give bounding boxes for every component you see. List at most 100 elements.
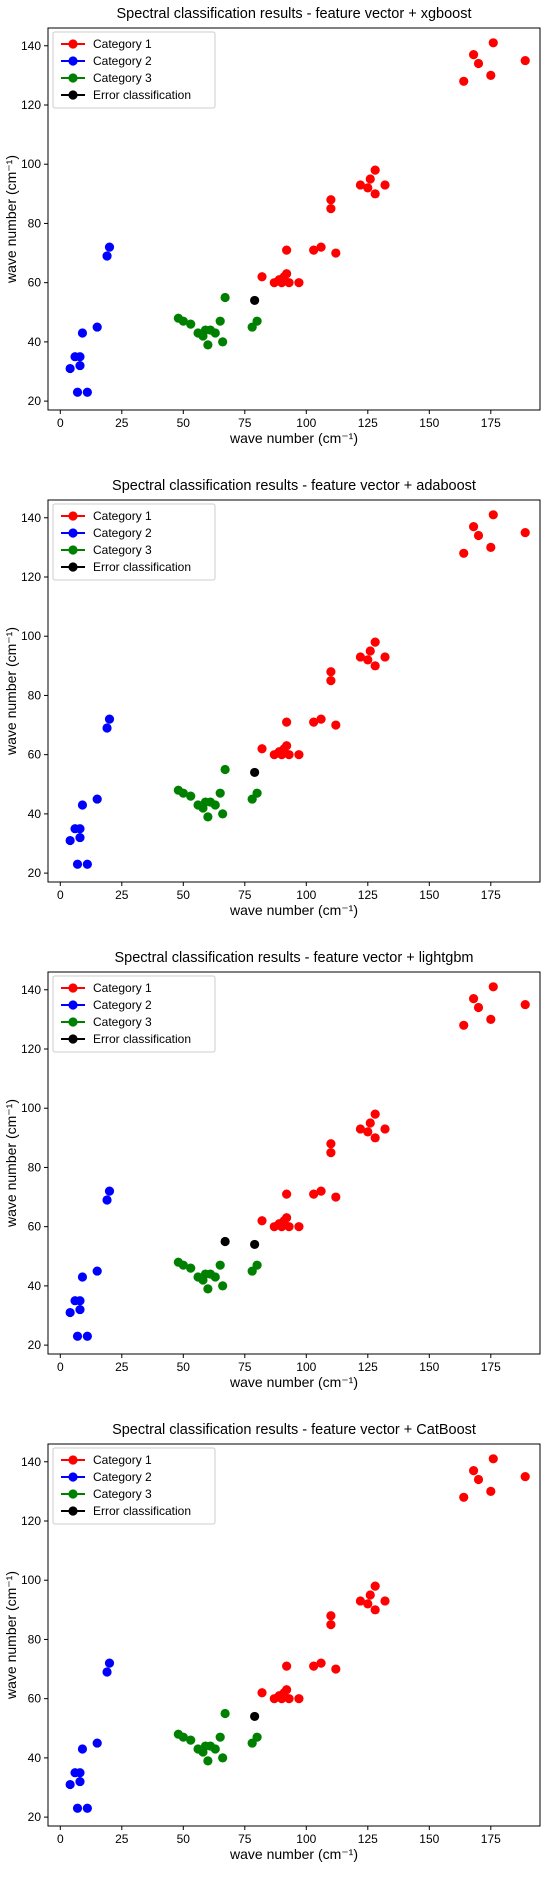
plot-frame (47, 971, 541, 1355)
x-tick-label: 100 (296, 416, 316, 430)
data-point (486, 1014, 496, 1024)
data-point (380, 652, 390, 662)
data-point (380, 1596, 390, 1606)
x-tick-label: 150 (419, 888, 439, 902)
data-point (326, 667, 336, 677)
data-point (316, 714, 326, 724)
x-tick-label: 75 (238, 888, 252, 902)
y-tick-label: 20 (28, 866, 42, 880)
data-point (363, 1599, 373, 1609)
data-point (250, 767, 260, 778)
legend-marker (68, 56, 78, 66)
y-tick-label: 120 (21, 1042, 41, 1056)
legend-label: Category 2 (93, 1470, 152, 1484)
data-point (92, 1738, 102, 1748)
x-tick-label: 25 (115, 1360, 129, 1374)
data-point (215, 1732, 225, 1742)
scatter-chart-xgboost: Spectral classification results - featur… (3, 6, 541, 446)
data-point (355, 1596, 366, 1606)
chart-title: Spectral classification results - featur… (114, 950, 473, 966)
legend-label: Category 3 (93, 71, 152, 85)
x-tick-label: 100 (296, 888, 316, 902)
data-point (468, 1466, 479, 1476)
data-point (468, 522, 479, 532)
data-point (77, 800, 88, 810)
data-point (294, 750, 304, 760)
data-point (294, 1222, 304, 1232)
legend-marker (68, 1506, 78, 1516)
data-point (326, 1620, 336, 1630)
data-point (282, 245, 292, 255)
legend-marker (68, 73, 78, 83)
data-point (326, 195, 336, 205)
data-point (309, 1189, 319, 1199)
legend-label: Category 2 (93, 54, 152, 68)
data-point (282, 741, 292, 751)
data-point (284, 1694, 294, 1704)
legend-marker (68, 528, 78, 538)
series-error-classification (250, 767, 260, 778)
data-point (326, 1611, 336, 1621)
data-point (282, 1213, 292, 1223)
data-point (210, 800, 220, 810)
legend-marker (68, 1000, 78, 1010)
legend: Category 1 Category 2 Category 3 Error clas… (52, 31, 216, 109)
y-tick-label: 20 (28, 1338, 42, 1352)
series-category-1 (257, 510, 530, 760)
series-error-classification (250, 295, 260, 306)
data-point (186, 319, 196, 329)
data-point (365, 1118, 375, 1128)
legend-label: Category 1 (93, 37, 152, 51)
data-point (316, 242, 326, 252)
y-tick-label: 20 (28, 394, 42, 408)
chart-title: Spectral classification results - featur… (116, 6, 471, 22)
legend-marker (68, 1455, 78, 1465)
data-point (104, 714, 115, 724)
data-point (468, 50, 479, 60)
data-point (75, 1768, 85, 1778)
data-point (331, 720, 341, 730)
x-tick-label: 175 (481, 1832, 501, 1846)
series-category-3 (173, 1257, 262, 1294)
legend: Category 1 Category 2 Category 3 Error clas… (52, 975, 216, 1053)
y-tick-label: 100 (21, 629, 41, 643)
data-point (473, 58, 484, 69)
legend-label: Category 3 (93, 543, 152, 557)
legend-marker (68, 1034, 78, 1044)
data-point (365, 646, 375, 656)
y-tick-label: 120 (21, 1514, 41, 1528)
y-tick-label: 140 (21, 511, 41, 525)
x-tick-label: 25 (115, 888, 129, 902)
data-point (92, 794, 102, 804)
data-point (82, 859, 92, 869)
data-point (520, 55, 530, 66)
legend-label: Error classification (93, 88, 191, 102)
data-point (459, 76, 469, 86)
x-tick-label: 125 (358, 1360, 378, 1374)
data-point (252, 788, 262, 798)
data-point (473, 1002, 484, 1013)
x-tick-label: 50 (177, 1832, 191, 1846)
data-point (102, 251, 112, 261)
data-point (370, 1109, 380, 1119)
y-axis-label: wave number (cm⁻¹) (3, 627, 19, 756)
data-point (257, 1688, 267, 1698)
legend-marker (68, 983, 78, 993)
x-axis-label: wave number (cm⁻¹) (229, 430, 358, 446)
data-point (75, 360, 85, 371)
x-tick-label: 150 (419, 1832, 439, 1846)
data-point (178, 1260, 188, 1270)
y-tick-label: 60 (28, 276, 42, 290)
data-point (370, 637, 380, 647)
legend-label: Category 1 (93, 981, 152, 995)
y-tick-label: 80 (28, 1160, 42, 1174)
data-point (72, 859, 83, 869)
series-category-2 (65, 1658, 115, 1813)
y-tick-label: 140 (21, 39, 41, 53)
data-point (370, 661, 380, 671)
data-point (250, 295, 260, 306)
legend: Category 1 Category 2 Category 3 Error clas… (52, 1447, 216, 1525)
data-point (486, 1486, 496, 1496)
plot-frame (47, 27, 541, 411)
legend-marker (68, 90, 78, 100)
